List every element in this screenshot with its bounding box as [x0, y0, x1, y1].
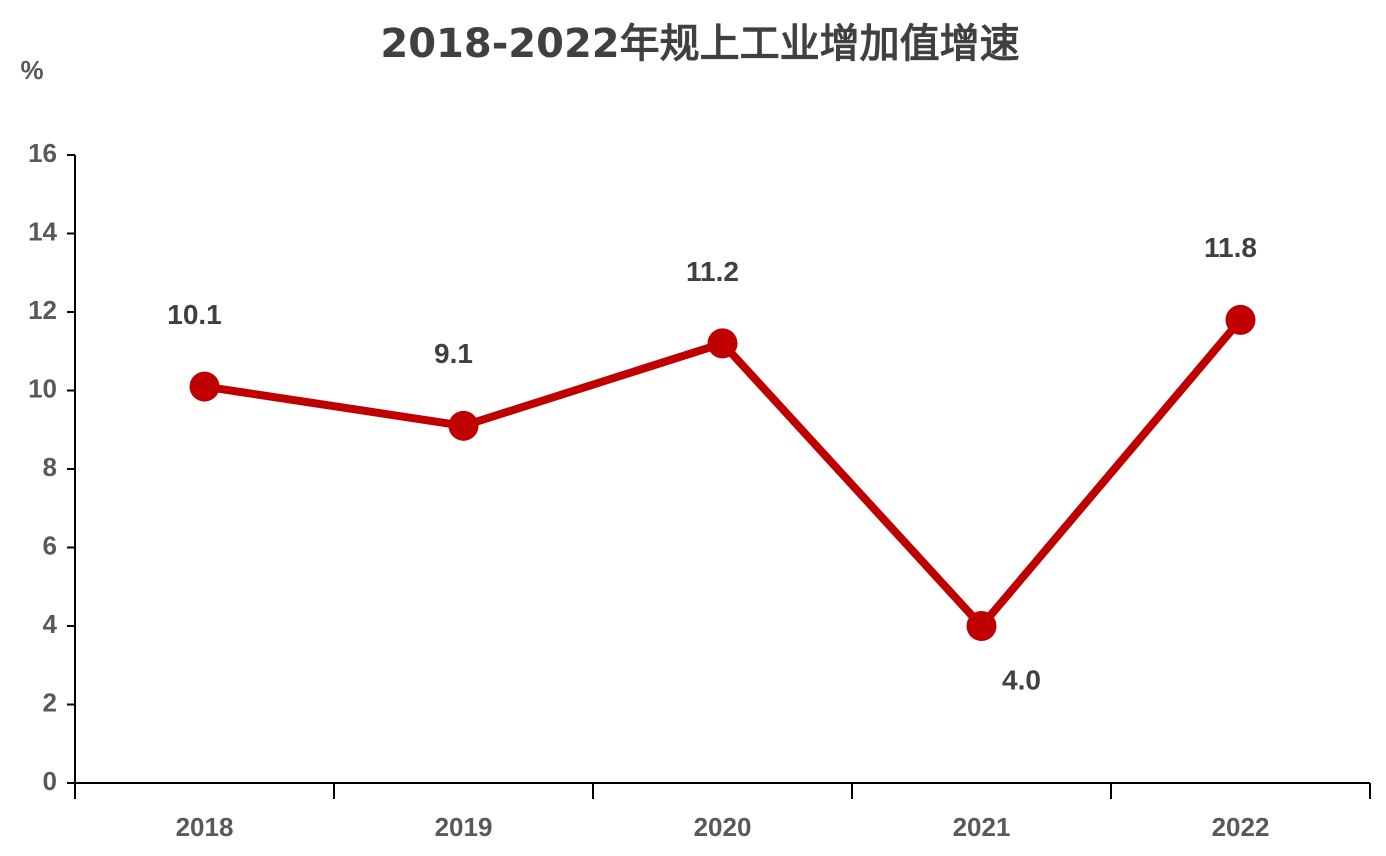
- y-tick-label: 14: [28, 216, 57, 246]
- point-marker: [189, 371, 220, 402]
- point-marker: [707, 328, 738, 359]
- data-label: 11.8: [1204, 232, 1257, 263]
- y-axis-label: %: [20, 55, 43, 85]
- x-tick-label: 2021: [953, 812, 1011, 842]
- y-tick-label: 8: [43, 452, 57, 482]
- series-line: [203, 317, 1244, 630]
- y-tick-label: 2: [43, 687, 57, 717]
- y-tick-label: 6: [43, 530, 57, 560]
- chart-title: 2018-2022年规上工业增加值增速: [380, 21, 1019, 67]
- y-tick-label: 16: [28, 138, 57, 168]
- data-label: 10.1: [167, 299, 222, 330]
- x-tick-label: 2019: [435, 812, 493, 842]
- y-tick-label: 12: [28, 295, 57, 325]
- point-marker: [966, 611, 997, 641]
- x-tick-label: 2022: [1212, 812, 1270, 842]
- y-tick-label: 10: [28, 373, 57, 403]
- y-tick-label: 0: [43, 766, 57, 796]
- data-label: 4.0: [1002, 664, 1041, 695]
- point-marker: [448, 410, 479, 441]
- y-tick-label: 4: [43, 609, 58, 639]
- x-tick-label: 2020: [694, 812, 752, 842]
- point-marker: [1225, 304, 1256, 335]
- data-label: 11.2: [686, 256, 739, 287]
- data-label: 9.1: [434, 338, 473, 369]
- x-tick-label: 2018: [176, 812, 234, 842]
